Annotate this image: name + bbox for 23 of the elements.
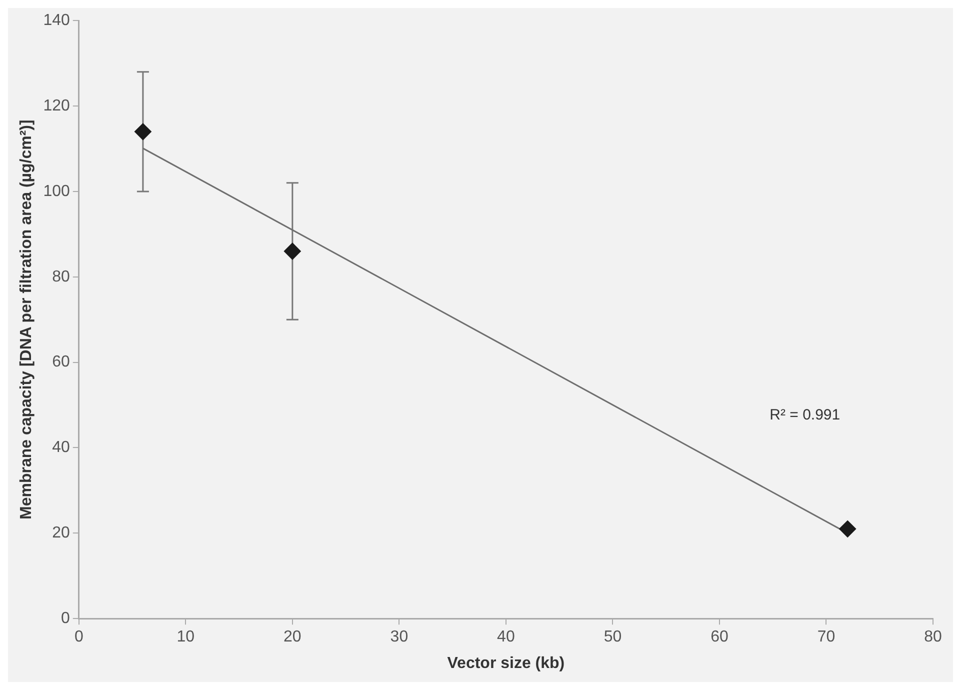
y-tick-label: 60 bbox=[52, 354, 70, 371]
x-tick-label: 50 bbox=[604, 628, 622, 646]
x-tick-label: 30 bbox=[390, 628, 408, 646]
y-tick-label: 100 bbox=[43, 182, 70, 200]
annotation: R² = 0.991 bbox=[770, 406, 840, 424]
x-tick-label: 10 bbox=[176, 628, 195, 646]
y-tick-label: 20 bbox=[52, 524, 70, 542]
y-tick-label: 120 bbox=[43, 97, 70, 114]
y-tick-label: 0 bbox=[60, 610, 70, 628]
y-tick-label: 80 bbox=[52, 268, 70, 286]
y-tick-label: 140 bbox=[43, 12, 70, 30]
point bbox=[284, 242, 301, 260]
x-tick-label: 0 bbox=[74, 628, 84, 646]
point bbox=[839, 520, 856, 538]
point bbox=[134, 123, 152, 140]
x-tick-label: 40 bbox=[497, 628, 515, 646]
x-tick-label: 60 bbox=[710, 628, 728, 646]
y-tick-label: 40 bbox=[52, 439, 70, 456]
x-tick-label: 70 bbox=[817, 628, 836, 646]
x-axis-title: Vector size (kb) bbox=[447, 654, 565, 672]
x-tick-label: 80 bbox=[924, 628, 942, 646]
y-axis-title: Membrane capacity [DNA per filtration area (µg/cm²)] bbox=[18, 120, 36, 520]
x-tick-label: 20 bbox=[284, 628, 302, 646]
